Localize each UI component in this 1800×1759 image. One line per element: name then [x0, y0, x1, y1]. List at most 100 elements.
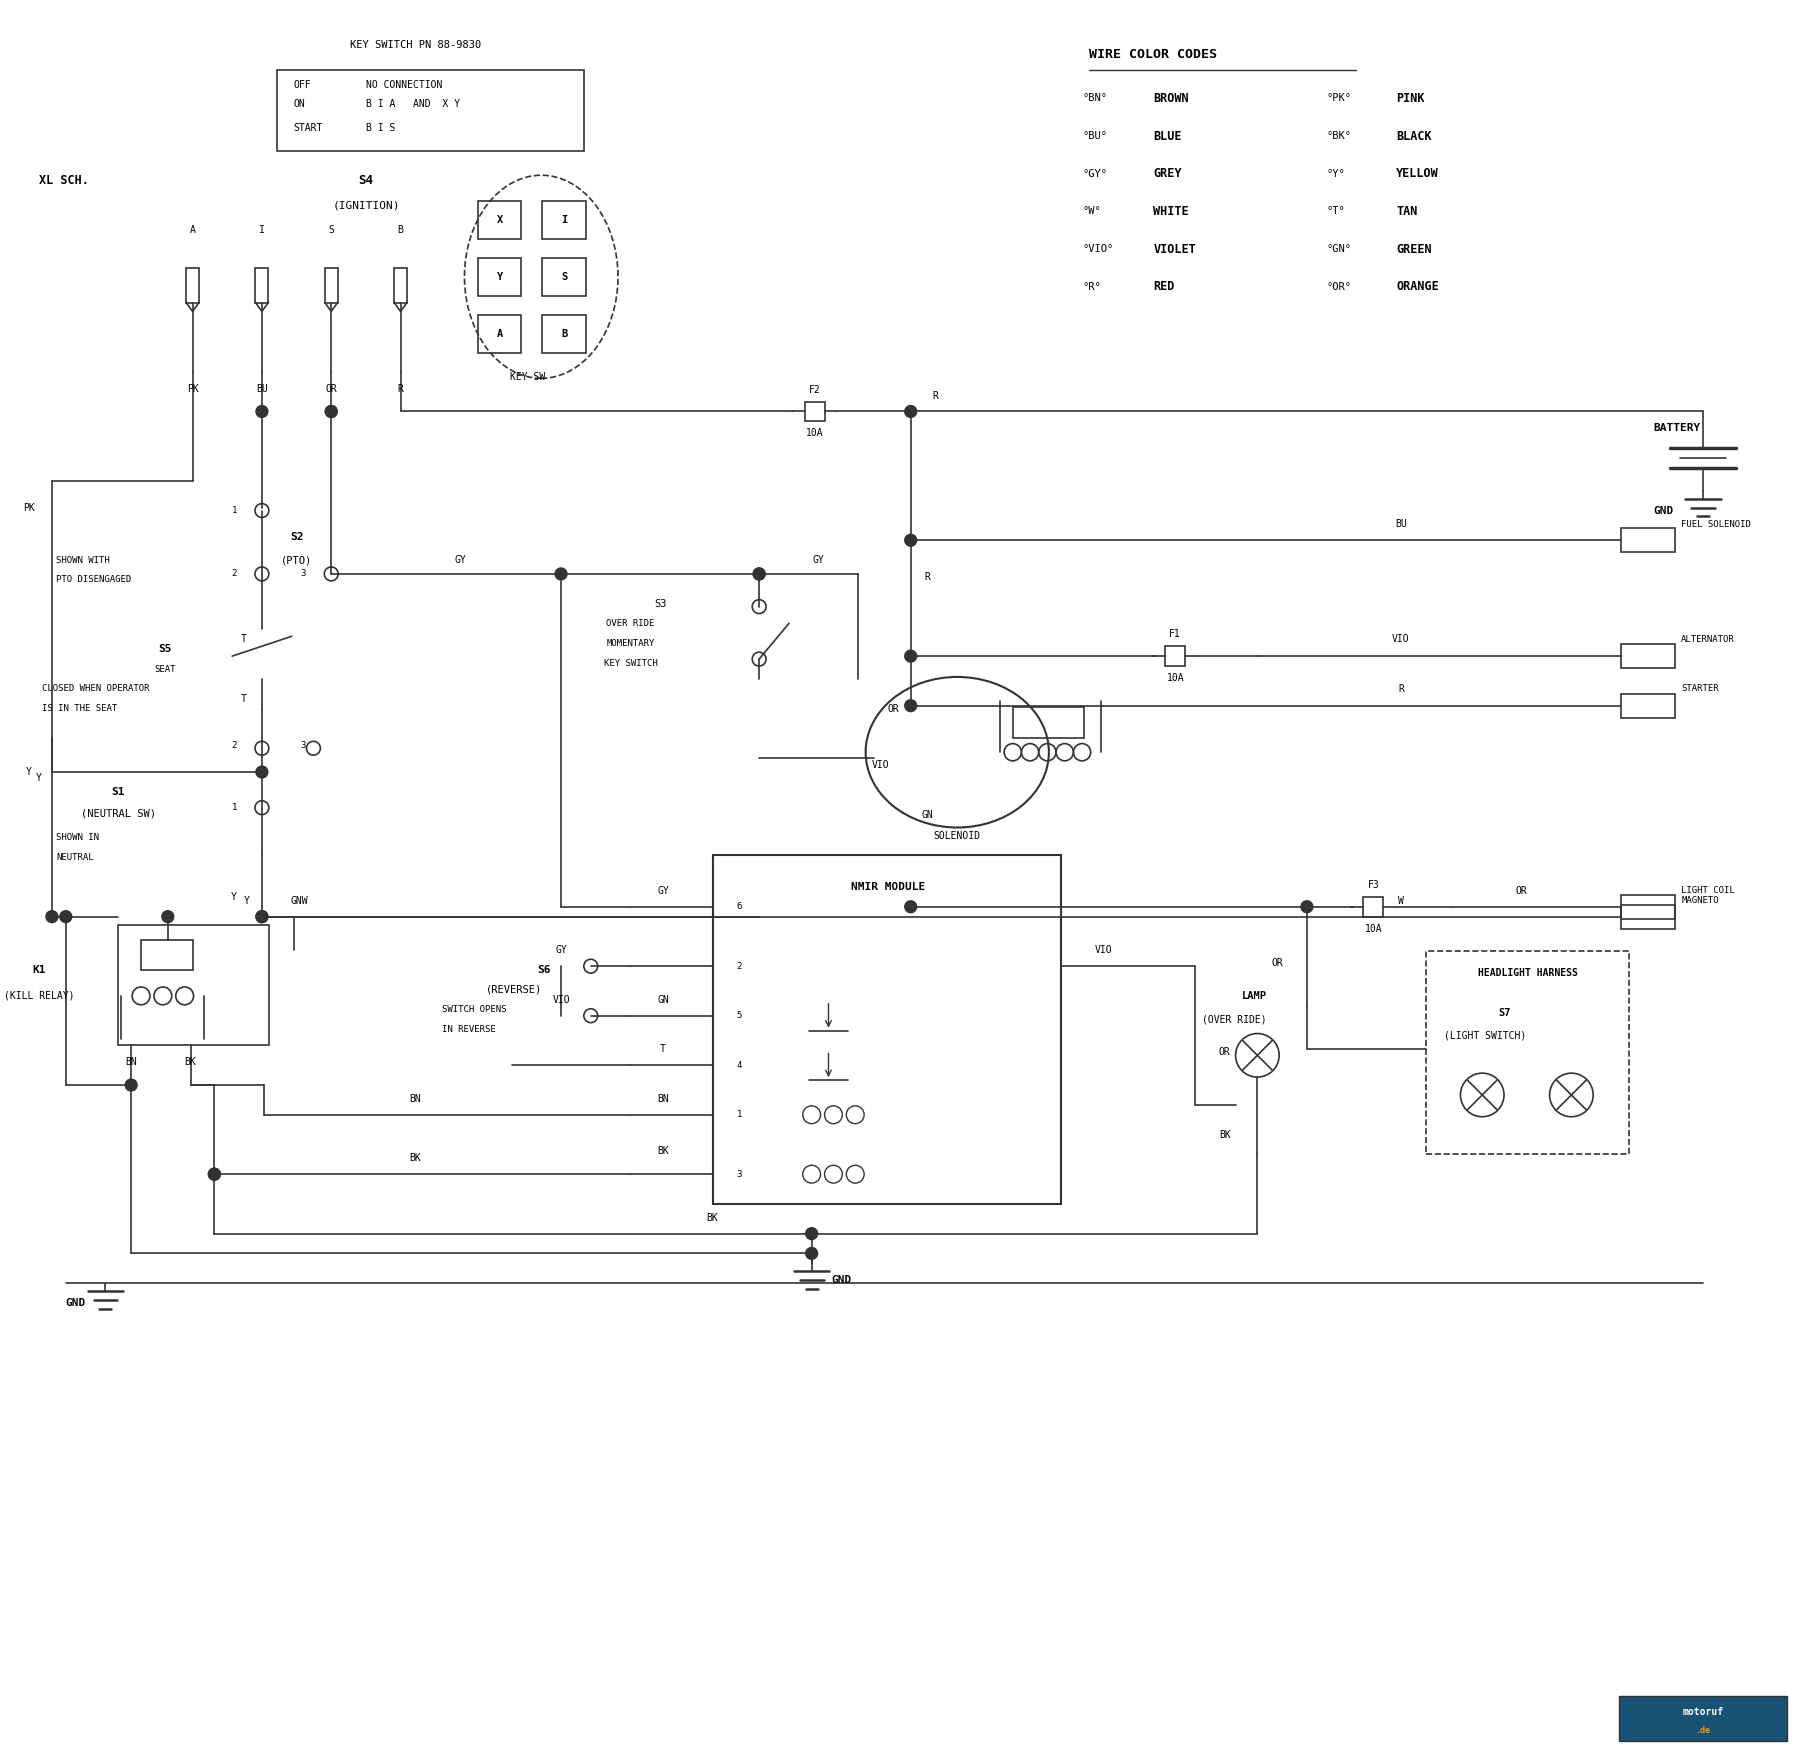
Text: BK: BK	[410, 1154, 421, 1163]
Text: °T°: °T°	[1327, 206, 1345, 216]
Circle shape	[752, 568, 765, 580]
Circle shape	[905, 651, 916, 661]
Text: SOLENOID: SOLENOID	[934, 832, 981, 841]
Bar	[394, 267, 407, 303]
Bar	[542, 202, 585, 239]
Text: I: I	[562, 215, 567, 225]
Bar	[713, 855, 1062, 1203]
Bar	[477, 259, 522, 296]
Bar	[1618, 1696, 1787, 1741]
Bar	[277, 70, 583, 151]
Bar	[1363, 897, 1382, 916]
Text: S6: S6	[538, 966, 551, 974]
Circle shape	[256, 911, 268, 922]
Text: 3: 3	[301, 741, 306, 749]
Text: IS IN THE SEAT: IS IN THE SEAT	[41, 704, 117, 712]
Text: (NEUTRAL SW): (NEUTRAL SW)	[81, 809, 157, 818]
Text: BROWN: BROWN	[1154, 91, 1190, 106]
Text: LIGHT COIL: LIGHT COIL	[1681, 887, 1735, 895]
Text: GN: GN	[922, 809, 934, 820]
Text: F3: F3	[1368, 880, 1379, 890]
Text: 5: 5	[736, 1011, 742, 1020]
Text: LAMP: LAMP	[1242, 990, 1267, 1001]
Text: BN: BN	[657, 1094, 670, 1105]
Text: (PTO): (PTO)	[281, 556, 311, 565]
Text: °BU°: °BU°	[1082, 132, 1107, 141]
Text: YELLOW: YELLOW	[1397, 167, 1438, 179]
Text: F1: F1	[1170, 630, 1181, 639]
Text: ALTERNATOR: ALTERNATOR	[1681, 635, 1735, 644]
Circle shape	[59, 911, 72, 922]
Circle shape	[326, 406, 337, 417]
Text: STARTER: STARTER	[1681, 684, 1719, 693]
Text: BK: BK	[657, 1147, 670, 1156]
Text: 2: 2	[232, 741, 238, 749]
Text: NO CONNECTION: NO CONNECTION	[365, 79, 443, 90]
Text: °GY°: °GY°	[1082, 169, 1107, 179]
Circle shape	[905, 535, 916, 547]
Bar	[1622, 895, 1676, 918]
Text: S2: S2	[290, 533, 304, 542]
Text: GND: GND	[832, 1275, 851, 1286]
Text: KEY SWITCH: KEY SWITCH	[603, 658, 657, 668]
Bar	[805, 401, 824, 422]
Text: 1: 1	[232, 804, 238, 813]
Circle shape	[905, 901, 916, 913]
Text: OR: OR	[1219, 1047, 1231, 1057]
Bar	[1426, 952, 1629, 1154]
Circle shape	[256, 911, 268, 922]
Text: PK: PK	[23, 503, 34, 512]
Circle shape	[209, 1168, 220, 1180]
Circle shape	[47, 911, 58, 922]
Circle shape	[905, 406, 916, 417]
Circle shape	[326, 406, 337, 417]
Text: 4: 4	[736, 1061, 742, 1069]
Text: °Y°: °Y°	[1327, 169, 1345, 179]
Text: (REVERSE): (REVERSE)	[486, 985, 542, 996]
Circle shape	[126, 1078, 137, 1091]
Text: 10A: 10A	[806, 427, 823, 438]
Text: NMIR MODULE: NMIR MODULE	[851, 881, 925, 892]
Text: 2: 2	[232, 570, 238, 579]
Text: VIO: VIO	[873, 760, 889, 770]
Bar	[542, 259, 585, 296]
Text: GNW: GNW	[292, 895, 308, 906]
Text: FUEL SOLENOID: FUEL SOLENOID	[1681, 521, 1751, 529]
Circle shape	[1301, 901, 1312, 913]
Text: W: W	[1399, 895, 1404, 906]
Text: °VIO°: °VIO°	[1082, 245, 1114, 253]
Text: B I S: B I S	[365, 123, 396, 134]
Text: HEADLIGHT HARNESS: HEADLIGHT HARNESS	[1478, 967, 1579, 978]
Text: Y: Y	[245, 895, 250, 906]
Text: °PK°: °PK°	[1327, 93, 1352, 104]
Text: I: I	[259, 225, 265, 236]
Text: SWITCH OPENS: SWITCH OPENS	[443, 1004, 506, 1015]
Text: R: R	[398, 383, 403, 394]
Text: Y: Y	[36, 772, 41, 783]
Bar	[1165, 646, 1184, 667]
Text: S5: S5	[158, 644, 171, 654]
Text: MOMENTARY: MOMENTARY	[607, 639, 655, 647]
Text: GREY: GREY	[1154, 167, 1183, 179]
Text: KEY SW: KEY SW	[509, 371, 545, 382]
Bar	[1622, 693, 1676, 718]
Text: S7: S7	[1499, 1008, 1512, 1018]
Circle shape	[209, 1168, 220, 1180]
Text: VIO: VIO	[1391, 635, 1409, 644]
Bar	[1622, 528, 1676, 552]
Text: OFF: OFF	[293, 79, 311, 90]
Text: (OVER RIDE): (OVER RIDE)	[1202, 1015, 1267, 1025]
Text: 1: 1	[232, 507, 238, 515]
Bar	[324, 267, 338, 303]
Text: PINK: PINK	[1397, 91, 1424, 106]
Text: S: S	[328, 225, 335, 236]
Text: RED: RED	[1154, 280, 1175, 294]
Text: 3: 3	[736, 1170, 742, 1179]
Circle shape	[806, 1228, 817, 1240]
Text: BU: BU	[1395, 519, 1408, 529]
Bar	[477, 315, 522, 354]
Text: ORANGE: ORANGE	[1397, 280, 1438, 294]
Bar	[542, 315, 585, 354]
Text: WHITE: WHITE	[1154, 204, 1190, 218]
Text: T: T	[241, 693, 247, 704]
